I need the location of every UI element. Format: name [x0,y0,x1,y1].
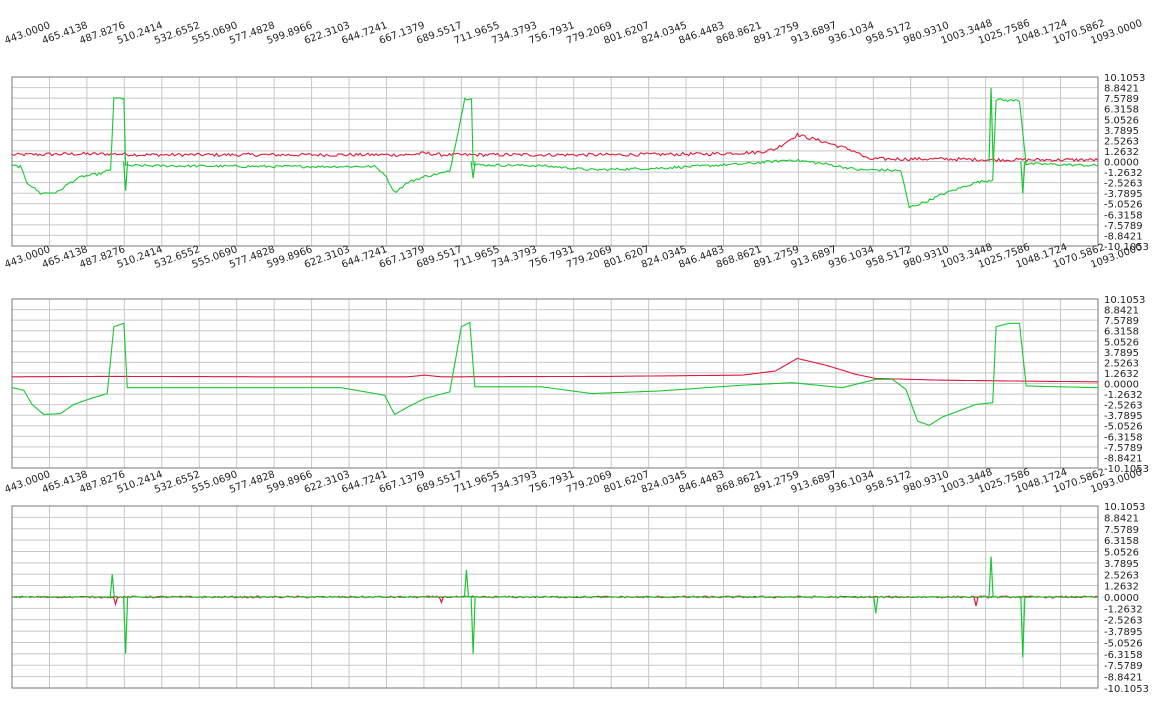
series-line-red [11,132,1099,163]
y-tick-label: 2.5263 [1104,136,1139,147]
y-tick-label: -8.8421 [1104,231,1143,242]
y-tick-label: 7.5789 [1104,94,1139,105]
y-tick-label: 7.5789 [1104,525,1139,536]
y-tick-label: 10.1053 [1104,73,1145,84]
y-tick-label: 1.2632 [1104,147,1139,158]
y-tick-label: -7.5789 [1104,661,1143,672]
y-tick-label: -6.3158 [1104,650,1143,661]
y-tick-label: 6.3158 [1104,105,1139,116]
y-tick-label: 10.1053 [1104,502,1145,513]
series-line-red [12,357,1098,383]
y-tick-label: 0.0000 [1104,380,1139,391]
y-tick-label: -1.2632 [1104,390,1143,401]
y-tick-label: 5.0526 [1104,548,1139,559]
y-tick-label: -7.5789 [1104,221,1143,232]
plot-frame [11,298,1099,469]
y-tick-label: -1.2632 [1104,168,1143,179]
y-tick-label: 5.0526 [1104,115,1139,126]
spike-mark [973,596,979,607]
y-tick-label: -2.5263 [1104,616,1143,627]
y-tick-label: -8.8421 [1104,453,1143,464]
series-line-green [11,595,1099,598]
y-tick-label: 8.8421 [1104,84,1139,95]
y-tick-label: -1.2632 [1104,604,1143,615]
y-tick-label: 7.5789 [1104,316,1139,327]
y-tick-label: -10.1053 [1104,684,1149,695]
y-tick-label: -5.0526 [1104,638,1143,649]
spike-mark [463,569,470,598]
y-tick-label: 6.3158 [1104,536,1139,547]
y-tick-label: 0.0000 [1104,593,1139,604]
y-tick-label: -2.5263 [1104,179,1143,190]
y-tick-label: -3.7895 [1104,411,1143,422]
y-tick-label: -5.0526 [1104,422,1143,433]
y-tick-label: 2.5263 [1104,570,1139,581]
spike-mark [1020,161,1026,194]
spike-mark [109,574,115,598]
y-tick-label: 1.2632 [1104,369,1139,380]
y-tick-label: -3.7895 [1104,189,1143,200]
y-tick-label: -6.3158 [1104,210,1143,221]
y-tick-label: 3.7895 [1104,559,1139,570]
y-tick-label: 6.3158 [1104,327,1139,338]
y-tick-label: 8.8421 [1104,513,1139,524]
y-tick-label: 10.1053 [1104,295,1145,306]
y-tick-label: 1.2632 [1104,582,1139,593]
plot-frame [11,76,1099,247]
series-line-green [11,96,1099,209]
spike-mark [470,596,476,654]
y-tick-label: -10.1053 [1104,242,1149,253]
y-tick-label: -8.8421 [1104,673,1143,684]
y-tick-label: 3.7895 [1104,126,1139,137]
y-tick-label: -5.0526 [1104,200,1143,211]
y-tick-label: 8.8421 [1104,306,1139,317]
y-tick-label: 5.0526 [1104,337,1139,348]
y-tick-label: 0.0000 [1104,158,1139,169]
spike-mark [113,596,119,607]
series-line-green [11,321,1099,426]
y-tick-label: 3.7895 [1104,348,1139,359]
y-tick-label: -6.3158 [1104,432,1143,443]
spike-mark [988,87,994,162]
y-tick-label: 2.5263 [1104,358,1139,369]
spike-mark [1020,596,1026,658]
spike-mark [988,556,994,598]
spike-mark [873,596,879,614]
spike-mark [123,161,129,191]
y-tick-label: -7.5789 [1104,443,1143,454]
y-tick-label: -3.7895 [1104,627,1143,638]
y-tick-label: -10.1053 [1104,464,1149,475]
spike-mark [470,161,476,179]
chart-panel-2: 10.10538.84217.57896.31585.05263.78952.5… [3,242,1149,475]
spike-mark [438,596,444,605]
chart-panel-1: 10.10538.84217.57896.31585.05263.78952.5… [3,18,1149,253]
spike-mark [123,596,129,654]
chart-panel-3: 10.10538.84217.57896.31585.05263.78952.5… [3,467,1149,695]
y-tick-label: -2.5263 [1104,401,1143,412]
